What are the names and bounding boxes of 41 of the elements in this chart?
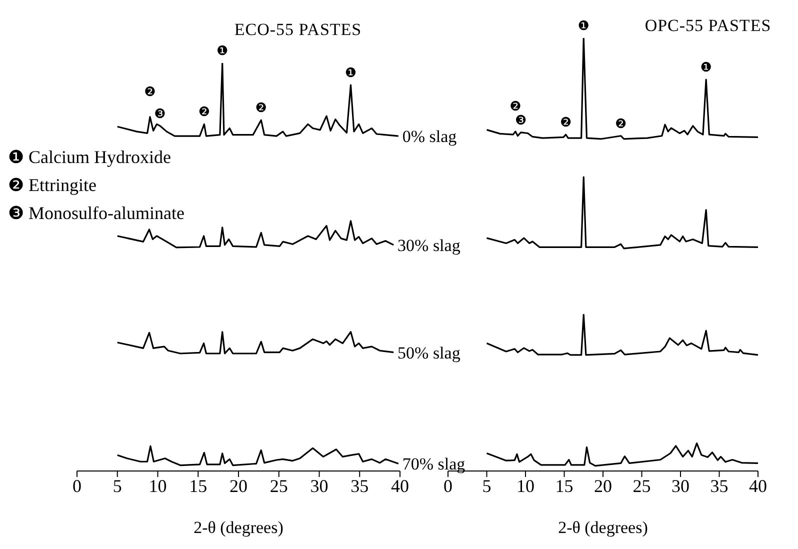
annotation: ❷ xyxy=(255,101,267,116)
x-tick-label: 40 xyxy=(391,476,409,496)
x-tick-label: 35 xyxy=(710,476,728,496)
x-tick-label: 10 xyxy=(148,476,167,496)
x-tick-label: 15 xyxy=(189,476,208,496)
chart-title: OPC-55 PASTES xyxy=(644,16,772,36)
annotation: ❸ Monosulfo-aluminate xyxy=(8,202,184,224)
x-tick-label: 10 xyxy=(516,476,534,496)
x-tick-label: 0 xyxy=(444,476,452,496)
annotation: ❷ xyxy=(560,116,572,131)
series-label: 50% slag xyxy=(398,343,461,362)
annotation: ❶ xyxy=(216,44,228,59)
annotation: ❷ xyxy=(144,84,156,100)
annotation: ❶ xyxy=(344,66,357,82)
x-tick-label: 30 xyxy=(310,476,328,496)
x-axis-title: 2-θ (degrees) xyxy=(194,518,284,537)
chart-title: ECO-55 PASTES xyxy=(233,20,363,40)
x-tick-label: 0 xyxy=(72,476,82,496)
x-tick-label: 35 xyxy=(350,476,369,496)
series-label: 70% slag xyxy=(402,454,466,474)
annotation: ❸ xyxy=(515,113,527,128)
x-tick-label: 5 xyxy=(112,476,122,496)
x-tick-label: 25 xyxy=(270,476,288,496)
x-tick-label: 40 xyxy=(749,476,767,496)
x-tick-label: 20 xyxy=(230,476,248,496)
annotation: ❶ xyxy=(700,60,712,76)
annotation: ❷ xyxy=(198,105,210,120)
annotation: ❸ xyxy=(154,106,166,122)
annotation: ❷ Ettringite xyxy=(8,174,96,196)
annotation: ❶ Calcium Hydroxide xyxy=(8,146,171,168)
x-tick-label: 15 xyxy=(555,476,574,496)
series-label: 0% slag xyxy=(402,127,458,146)
series-label: 30% slag xyxy=(398,236,461,255)
annotation: ❷ xyxy=(510,100,522,115)
x-tick-label: 25 xyxy=(632,476,651,496)
x-tick-label: 20 xyxy=(594,476,612,496)
x-tick-label: 30 xyxy=(672,476,690,496)
x-tick-label: 5 xyxy=(482,476,492,496)
x-axis-title: 2-θ (degrees) xyxy=(558,518,648,537)
annotation: ❶ xyxy=(578,19,590,34)
annotation: ❷ xyxy=(614,116,627,132)
